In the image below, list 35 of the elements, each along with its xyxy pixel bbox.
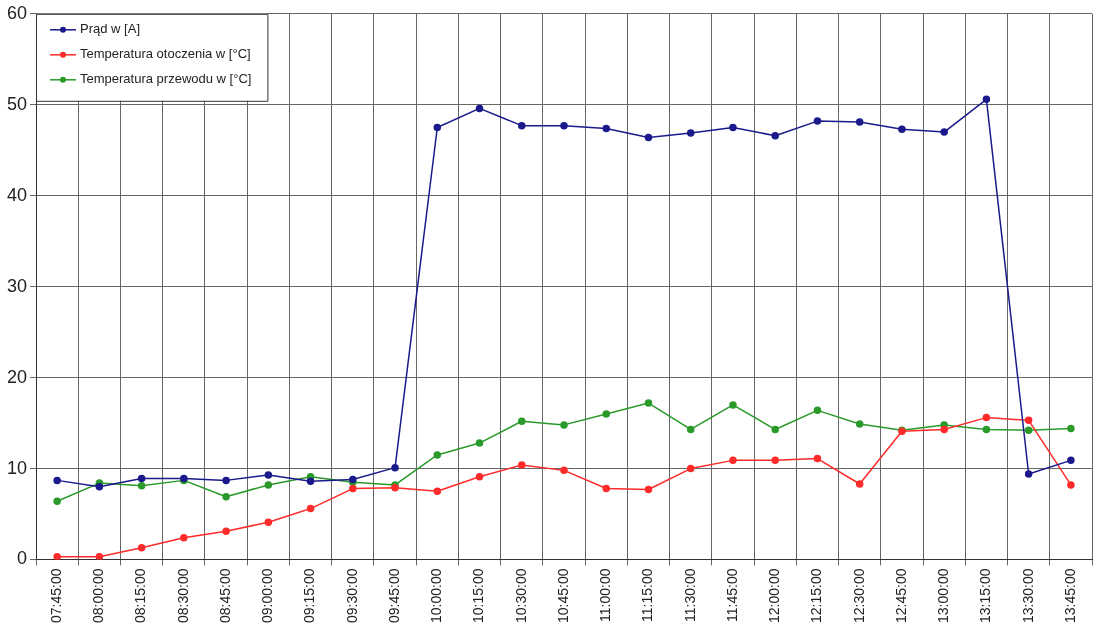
- x-tick-label: 12:30:00: [850, 568, 867, 623]
- x-tick-label: 09:15:00: [301, 568, 318, 623]
- x-tick-label: 11:30:00: [681, 568, 698, 622]
- x-tick-label: 11:00:00: [597, 568, 614, 622]
- x-tick-label: 09:30:00: [343, 568, 360, 623]
- x-tick-label: 10:30:00: [512, 568, 529, 623]
- x-tick-label: 12:15:00: [808, 568, 825, 623]
- x-tick-label: 08:15:00: [132, 568, 149, 623]
- x-tick-label: 12:45:00: [892, 568, 909, 623]
- y-tick-label: 0: [17, 548, 28, 569]
- x-tick-label: 13:30:00: [1019, 568, 1036, 623]
- x-tick-label: 09:45:00: [385, 568, 402, 623]
- x-tick-label: 08:45:00: [216, 568, 233, 623]
- legend-label: Temperatura przewodu w [°C]: [80, 71, 252, 87]
- x-tick-label: 11:45:00: [723, 568, 740, 622]
- legend-label: Temperatura otoczenia w [°C]: [80, 46, 251, 62]
- x-tick-label: 10:45:00: [554, 568, 571, 623]
- x-tick-label: 11:15:00: [639, 568, 656, 622]
- y-tick-label: 50: [6, 93, 28, 114]
- y-tick-label: 10: [6, 457, 28, 478]
- y-tick-label: 40: [6, 184, 28, 205]
- x-tick-label: 08:30:00: [174, 568, 191, 623]
- x-tick-label: 07:45:00: [48, 568, 64, 623]
- x-tick-label: 12:00:00: [766, 568, 783, 623]
- x-tick-label: 08:00:00: [90, 568, 107, 623]
- x-tick-label: 13:00:00: [935, 568, 952, 623]
- legend-label: Prąd w [A]: [80, 21, 140, 37]
- x-tick-label: 10:00:00: [428, 568, 445, 623]
- x-tick-label: 09:00:00: [259, 568, 276, 623]
- y-tick-label: 20: [6, 366, 28, 387]
- y-tick-label: 30: [6, 275, 28, 296]
- x-tick-label: 10:15:00: [470, 568, 487, 623]
- x-tick-label: 13:45:00: [1061, 568, 1078, 623]
- y-tick-label: 60: [6, 2, 28, 23]
- x-tick-label: 13:15:00: [977, 568, 994, 623]
